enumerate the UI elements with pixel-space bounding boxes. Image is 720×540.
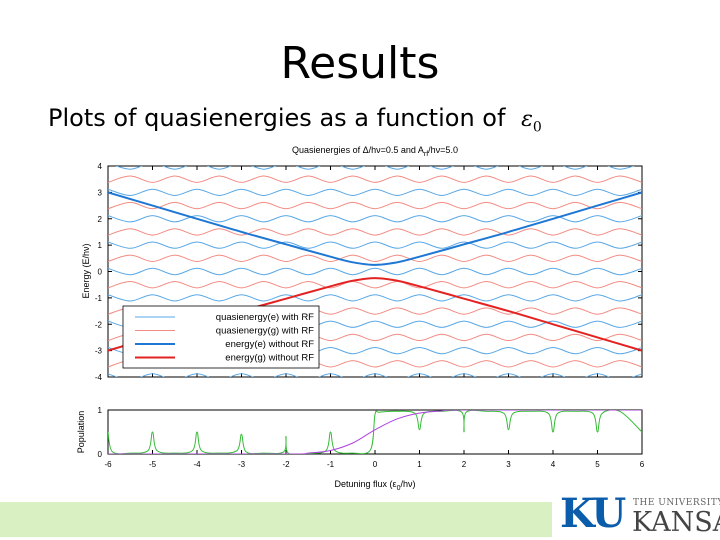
- series-line-quasienergy-e: [108, 294, 642, 302]
- main-ytick-label: -2: [95, 320, 103, 329]
- epsilon-symbol: ε0: [521, 107, 542, 136]
- ku-mark: KU: [560, 490, 626, 537]
- main-ytick-label: 0: [98, 268, 103, 277]
- series-line-quasienergy-e: [108, 215, 642, 223]
- series-line-quasienergy-g: [108, 280, 642, 289]
- population-plot-area: 0 1 -6 -5 -4 -3 -2 -1 0 1 2 3 4 5 6: [98, 406, 645, 469]
- main-ytick-label: 4: [98, 162, 103, 171]
- ku-logo: KU THE UNIVERSITY OF KANSAS: [560, 490, 720, 538]
- main-ytick-label: -1: [95, 294, 103, 303]
- pop-xtick-label: 0: [373, 460, 378, 469]
- pop-ylabel: Population: [76, 411, 86, 454]
- pop-xtick-label: 3: [506, 460, 511, 469]
- pop-series-group: [108, 410, 642, 454]
- epsilon-subscript: 0: [532, 119, 542, 136]
- legend-label: energy(g) without RF: [225, 353, 314, 364]
- main-ytick-label: 2: [98, 215, 103, 224]
- ku-university-of: THE UNIVERSITY OF: [633, 498, 720, 508]
- pop-xtick-label: 4: [551, 460, 556, 469]
- slide-title: Results: [280, 38, 440, 89]
- pop-xtick-label: -1: [327, 460, 335, 469]
- series-line-quasienergy-e: [108, 267, 642, 276]
- pop-xlabel: Detuning flux (ε0/hν): [335, 479, 416, 492]
- epsilon-letter: ε: [521, 107, 533, 132]
- legend: quasienergy(e) with RF quasienergy(g) wit…: [122, 305, 320, 369]
- series-line-quasienergy-e: [108, 188, 642, 197]
- series-line-quasienergy-e: [108, 373, 642, 377]
- main-ytick-label: 3: [98, 188, 103, 197]
- series-line-quasienergy-e: [108, 241, 642, 249]
- main-ytick-label: -4: [95, 373, 103, 382]
- main-ytick-label: -3: [95, 347, 103, 356]
- pop-xtick-label: 5: [595, 460, 600, 469]
- pop-xtick-label: 1: [417, 460, 422, 469]
- pop-ytick-label: 0: [98, 450, 103, 459]
- pop-xtick-label: -5: [149, 460, 157, 469]
- pop-xtick-label: 2: [462, 460, 467, 469]
- series-line-quasienergy-g: [108, 228, 642, 236]
- pop-series-purple: [108, 410, 642, 454]
- series-line-quasienergy-g: [108, 254, 642, 263]
- legend-label: energy(e) without RF: [225, 339, 314, 350]
- slide-subtitle: Plots of quasienergies as a function of …: [48, 104, 542, 135]
- ku-kansas: KANSAS: [632, 507, 720, 538]
- pop-xtick-label: -6: [104, 460, 112, 469]
- legend-label: quasienergy(g) with RF: [216, 326, 314, 337]
- legend-label: quasienergy(e) with RF: [216, 312, 314, 323]
- pop-xtick-label: -4: [193, 460, 201, 469]
- pop-xtick-label: -2: [282, 460, 290, 469]
- series-line-quasienergy-g: [108, 175, 642, 183]
- figure: Quasienergies of Δ/hν=0.5 and Arf/hν=5.0…: [76, 145, 645, 492]
- main-ytick-label: 1: [98, 241, 103, 250]
- subtitle-text: Plots of quasienergies as a function of: [48, 104, 506, 132]
- pop-series-green: [108, 410, 642, 454]
- series-line-energy-e: [108, 191, 642, 266]
- chart-title: Quasienergies of Δ/hν=0.5 and Arf/hν=5.0: [292, 145, 458, 158]
- pop-xtick-label: 6: [640, 460, 645, 469]
- series-line-quasienergy-g: [108, 201, 642, 210]
- pop-xtick-label: -3: [238, 460, 246, 469]
- pop-ytick-label: 1: [98, 406, 103, 415]
- footer-bar: [0, 502, 552, 537]
- main-ylabel: Energy (E/hν): [81, 243, 91, 298]
